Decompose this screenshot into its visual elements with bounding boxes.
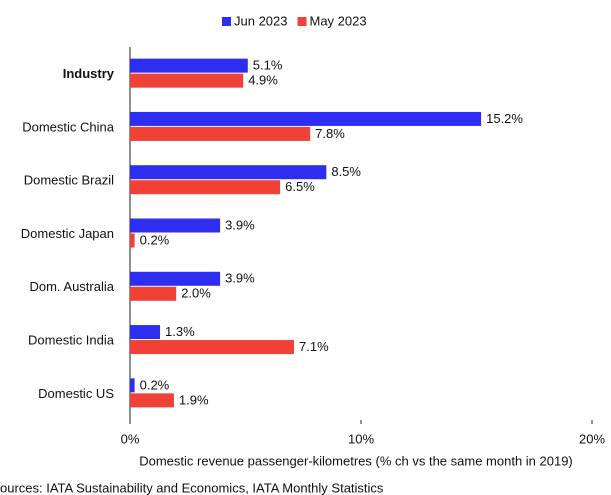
value-label: 15.2% (486, 111, 523, 126)
value-label: 5.1% (253, 58, 283, 73)
bar (130, 218, 221, 233)
x-axis-label: Domestic revenue passenger-kilometres (%… (139, 453, 573, 468)
y-tick-label: Dom. Australia (29, 279, 114, 294)
bar (130, 111, 482, 126)
y-tick-label: Domestic Brazil (24, 173, 114, 188)
bar (130, 271, 221, 286)
value-label: 3.9% (225, 271, 255, 286)
bar (130, 126, 311, 141)
y-tick-label: Domestic India (28, 333, 115, 348)
value-label: 2.0% (181, 286, 211, 301)
value-label: 1.3% (165, 324, 195, 339)
bar (130, 180, 281, 195)
bar (130, 325, 161, 340)
bar (130, 340, 295, 355)
legend-swatch (297, 17, 307, 26)
value-label: 1.9% (179, 392, 209, 407)
bar (130, 165, 327, 180)
value-label: 7.1% (299, 339, 329, 354)
y-tick-label: Industry (63, 66, 115, 81)
legend-swatch (222, 17, 231, 26)
bar (130, 286, 177, 301)
x-tick-label: 20% (579, 431, 605, 446)
bar (130, 393, 174, 408)
bar (130, 58, 248, 73)
value-label: 0.2% (140, 232, 170, 247)
y-tick-label: Domestic China (22, 119, 115, 134)
value-label: 0.2% (140, 377, 170, 392)
value-label: 8.5% (331, 164, 361, 179)
legend-label: Jun 2023 (234, 13, 288, 28)
x-tick-label: 10% (348, 431, 374, 446)
value-label: 4.9% (248, 73, 278, 88)
y-tick-label: Domestic US (38, 386, 114, 401)
bar (130, 378, 135, 393)
bar (130, 233, 135, 248)
value-label: 7.8% (315, 126, 345, 141)
value-label: 3.9% (225, 217, 255, 232)
value-label: 6.5% (285, 179, 315, 194)
x-tick-label: 0% (121, 431, 140, 446)
source-note: ources: IATA Sustainability and Economic… (0, 480, 384, 495)
bar (130, 73, 244, 88)
legend-label: May 2023 (310, 13, 367, 28)
y-tick-label: Domestic Japan (21, 226, 114, 241)
